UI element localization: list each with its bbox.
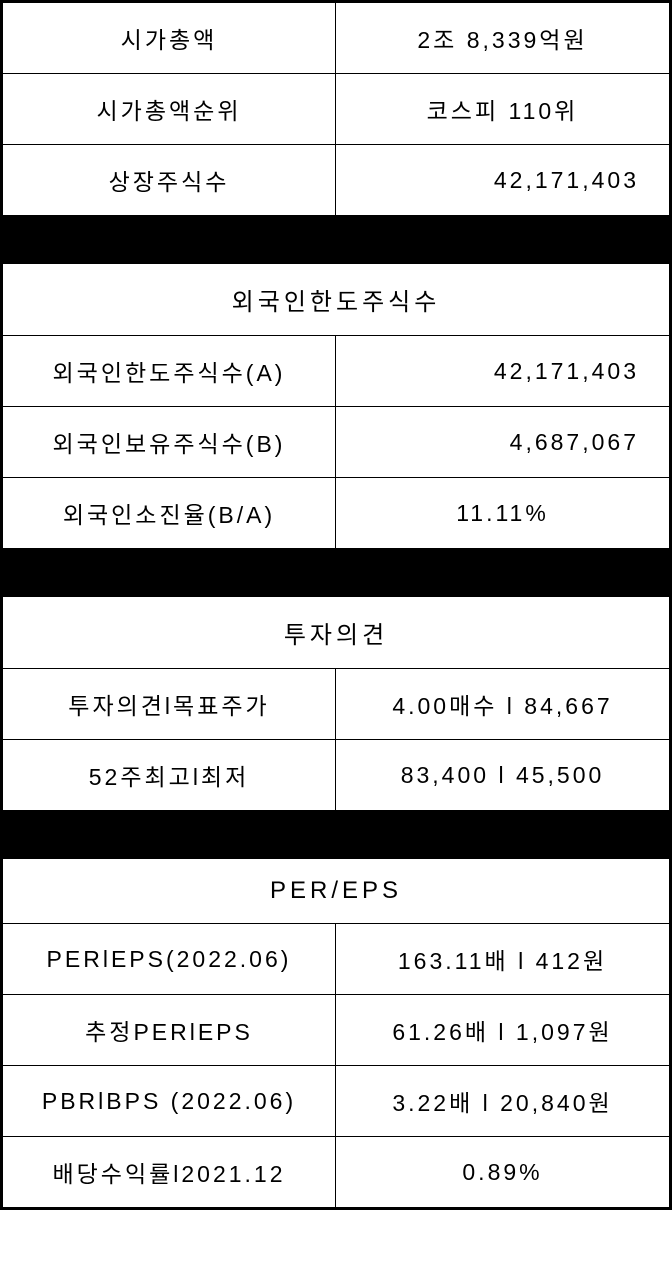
cell-value: 4,687,067 [336,407,669,477]
table-row: 52주최고l최저 83,400 l 45,500 [3,740,669,811]
table-row: 시가총액순위 코스피 110위 [3,74,669,145]
table-row: PERlEPS(2022.06) 163.11배 l 412원 [3,924,669,995]
table-row: 시가총액 2조 8,339억원 [3,3,669,74]
cell-label: 52주최고l최저 [3,740,336,810]
cell-label: 추정PERlEPS [3,995,336,1065]
cell-label: PBRlBPS (2022.06) [3,1066,336,1136]
section-header-row: 투자의견 [3,597,669,669]
cell-label: 상장주식수 [3,145,336,215]
cell-value: 3.22배 l 20,840원 [336,1066,669,1136]
table-row: PBRlBPS (2022.06) 3.22배 l 20,840원 [3,1066,669,1137]
section-spacer [3,216,669,264]
cell-value: 42,171,403 [336,145,669,215]
stock-info-table: 시가총액 2조 8,339억원 시가총액순위 코스피 110위 상장주식수 42… [0,0,672,1210]
table-row: 배당수익률l2021.12 0.89% [3,1137,669,1207]
cell-label: 투자의견l목표주가 [3,669,336,739]
section-header: 투자의견 [3,597,669,668]
cell-value: 0.89% [336,1137,669,1207]
section-spacer [3,549,669,597]
cell-label: 외국인보유주식수(B) [3,407,336,477]
table-row: 외국인한도주식수(A) 42,171,403 [3,336,669,407]
cell-value: 61.26배 l 1,097원 [336,995,669,1065]
section-spacer [3,811,669,859]
table-row: 외국인소진율(B/A) 11.11% [3,478,669,549]
table-row: 추정PERlEPS 61.26배 l 1,097원 [3,995,669,1066]
section-header: 외국인한도주식수 [3,264,669,335]
cell-value: 4.00매수 l 84,667 [336,669,669,739]
table-row: 투자의견l목표주가 4.00매수 l 84,667 [3,669,669,740]
cell-value: 42,171,403 [336,336,669,406]
table-row: 상장주식수 42,171,403 [3,145,669,216]
cell-value: 11.11% [336,478,669,548]
cell-value: 2조 8,339억원 [336,3,669,73]
section-header: PER/EPS [3,859,669,923]
section-header-row: PER/EPS [3,859,669,924]
cell-label: 외국인소진율(B/A) [3,478,336,548]
cell-value: 83,400 l 45,500 [336,740,669,810]
cell-label: 시가총액 [3,3,336,73]
section-header-row: 외국인한도주식수 [3,264,669,336]
cell-label: 외국인한도주식수(A) [3,336,336,406]
cell-value: 163.11배 l 412원 [336,924,669,994]
cell-label: 배당수익률l2021.12 [3,1137,336,1207]
cell-value: 코스피 110위 [336,74,669,144]
cell-label: PERlEPS(2022.06) [3,924,336,994]
table-row: 외국인보유주식수(B) 4,687,067 [3,407,669,478]
cell-label: 시가총액순위 [3,74,336,144]
